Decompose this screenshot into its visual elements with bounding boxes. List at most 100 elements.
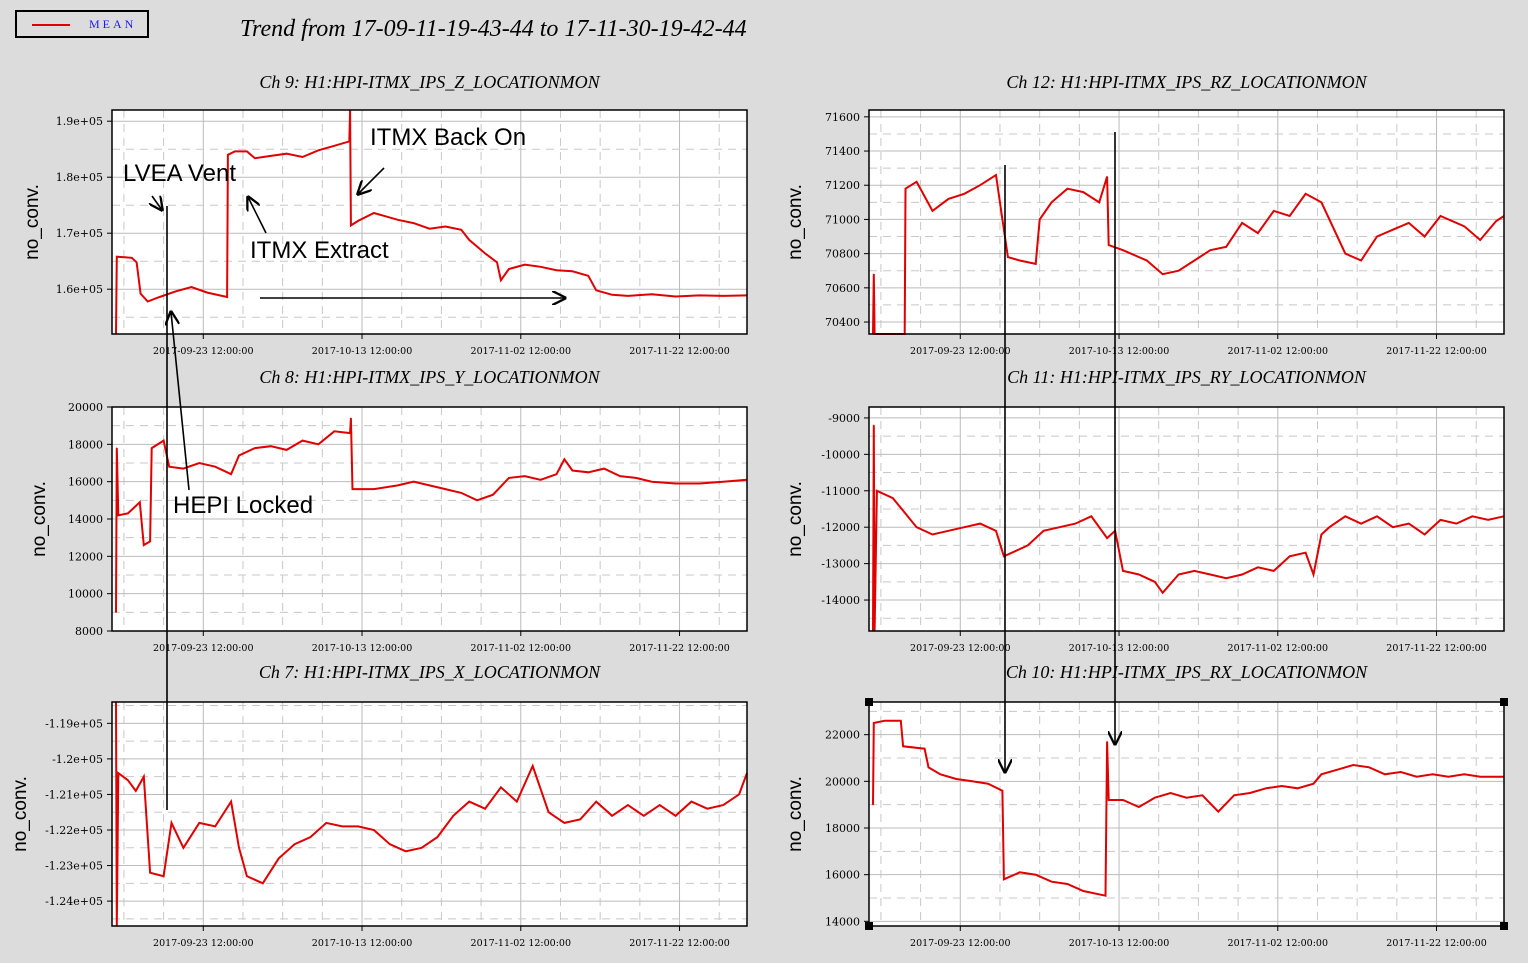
x-tick-label: 2017-11-02 12:00:00 — [471, 643, 571, 654]
data-point — [149, 540, 151, 543]
data-point — [619, 475, 621, 477]
data-point — [1170, 792, 1172, 794]
annotation-label: ITMX Extract — [250, 237, 389, 264]
data-point — [115, 611, 117, 613]
chart-panel-4: -1.19e+05 -1.2e+05 -1.21e+05 -1.22e+05 -1.23… — [10, 662, 748, 949]
x-tick-label: 2017-11-22 12:00:00 — [1386, 643, 1486, 654]
y-axis-label: no_conv. — [785, 776, 806, 852]
data-point — [995, 530, 997, 532]
annotation-arrow — [358, 167, 385, 194]
data-point — [270, 155, 272, 157]
resize-handle[interactable] — [865, 698, 873, 706]
data-point — [627, 804, 629, 806]
x-tick-label: 2017-10-13 12:00:00 — [312, 938, 412, 949]
plot-area — [112, 110, 747, 334]
data-point — [230, 473, 232, 475]
data-point — [1305, 193, 1307, 195]
plot-frame — [111, 109, 748, 335]
plot-frame — [868, 406, 1505, 632]
data-point — [230, 801, 232, 803]
data-point — [1122, 570, 1124, 572]
data-point — [1408, 222, 1410, 224]
x-tick-label: 2017-11-22 12:00:00 — [1386, 938, 1486, 949]
data-point — [690, 801, 693, 803]
x-tick-label: 2017-11-02 12:00:00 — [471, 346, 571, 357]
data-point — [1384, 773, 1386, 775]
annotation-label: HEPI Locked — [173, 492, 313, 519]
data-point — [1217, 811, 1219, 813]
data-point — [444, 225, 446, 228]
data-point — [1352, 764, 1354, 766]
data-point — [524, 264, 526, 266]
data-point — [214, 466, 216, 468]
data-point — [227, 154, 229, 156]
data-point — [1106, 741, 1108, 743]
y-tick-label: 71000 — [825, 213, 860, 226]
data-point — [492, 494, 494, 496]
annotation-label: LVEA Vent — [123, 160, 236, 187]
data-point — [476, 499, 478, 501]
chart-panel-3: -9000 -10000 -11000 -12000 -13000 -14000 2017-… — [785, 367, 1505, 654]
data-point — [147, 300, 149, 303]
y-tick-label: 70400 — [825, 316, 860, 329]
y-tick-label: 70800 — [825, 248, 860, 261]
data-point — [979, 184, 981, 186]
y-tick-label: 14000 — [68, 513, 103, 526]
data-point — [468, 239, 470, 241]
data-point — [1487, 519, 1489, 521]
data-point — [1019, 871, 1021, 873]
chart-panel-0: 1.9e+05 1.8e+05 1.7e+05 1.6e+05 2017-09-23 1… — [22, 72, 748, 357]
y-axis-label: no_conv. — [785, 184, 806, 260]
data-point — [611, 815, 613, 817]
data-point — [927, 766, 930, 768]
data-point — [902, 745, 904, 747]
data-point — [1225, 246, 1227, 248]
data-point — [1138, 806, 1140, 808]
resize-handle[interactable] — [1500, 922, 1508, 930]
resize-handle[interactable] — [865, 922, 873, 930]
data-point — [904, 188, 907, 190]
data-point — [1273, 570, 1275, 572]
data-point — [254, 447, 256, 449]
data-point — [1201, 794, 1203, 796]
data-point — [947, 530, 950, 532]
data-point — [1043, 530, 1045, 532]
selection-handles[interactable] — [865, 698, 1508, 930]
data-point — [389, 843, 391, 845]
data-point — [117, 772, 119, 774]
data-point — [1082, 191, 1084, 193]
plot-area — [869, 110, 1504, 334]
data-point — [1447, 776, 1449, 778]
y-tick-label: -1.2e+05 — [52, 753, 103, 766]
data-point — [198, 822, 200, 824]
data-point — [460, 492, 462, 494]
data-point — [1336, 769, 1338, 771]
data-point — [916, 526, 918, 528]
data-point — [350, 417, 352, 419]
x-tick-label: 2017-11-02 12:00:00 — [471, 938, 571, 949]
data-point — [333, 430, 335, 432]
x-tick-label: 2017-11-02 12:00:00 — [1228, 346, 1328, 357]
y-tick-label: 18000 — [825, 822, 860, 835]
panel-title: Ch 9: H1:HPI-ITMX_IPS_Z_LOCATIONMON — [259, 72, 600, 92]
data-point — [738, 793, 740, 796]
plot-frame — [868, 109, 1505, 335]
x-tick-label: 2017-09-23 12:00:00 — [910, 938, 1010, 949]
data-point — [563, 458, 566, 460]
x-tick-label: 2017-11-22 12:00:00 — [629, 346, 729, 357]
x-tick-label: 2017-11-22 12:00:00 — [1386, 346, 1486, 357]
data-point — [127, 779, 129, 781]
data-point — [1439, 215, 1442, 217]
data-point — [294, 843, 296, 845]
data-point — [1162, 592, 1164, 594]
panel-title: Ch 11: H1:HPI-ITMX_IPS_RY_LOCATIONMON — [1007, 367, 1367, 387]
data-point — [1122, 799, 1124, 801]
data-point — [876, 490, 878, 492]
y-tick-label: 12000 — [68, 550, 103, 563]
resize-handle[interactable] — [1500, 698, 1508, 706]
series-line — [872, 719, 1504, 897]
data-point — [643, 815, 645, 817]
y-tick-label: -14000 — [821, 594, 860, 607]
data-point — [1035, 263, 1037, 265]
